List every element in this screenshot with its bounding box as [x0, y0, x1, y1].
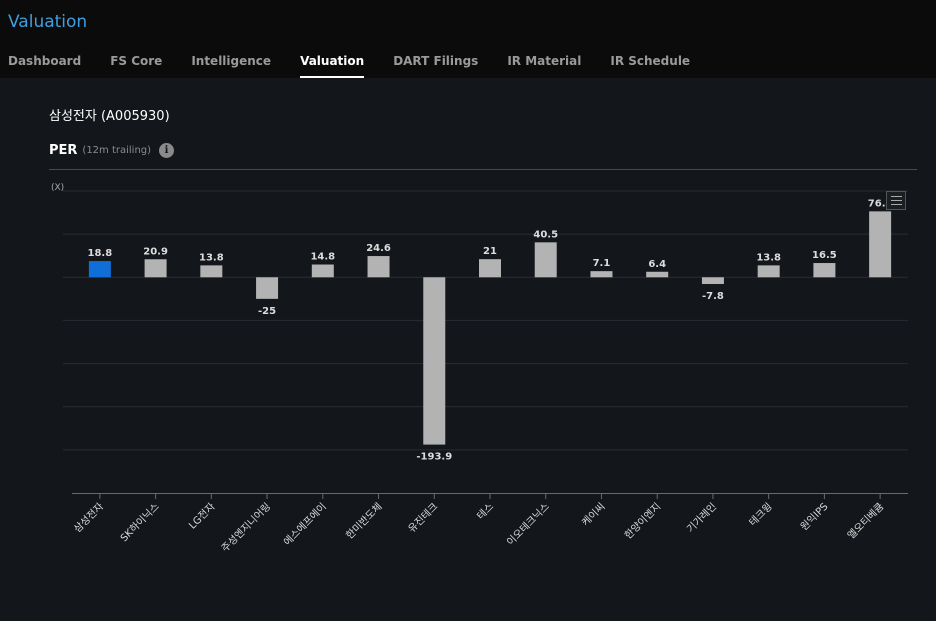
tab-valuation[interactable]: Valuation — [300, 54, 365, 78]
tab-dart-filings[interactable]: DART Filings — [393, 54, 479, 68]
data-label: 24.6 — [366, 243, 391, 254]
data-label: -193.9 — [416, 452, 452, 463]
bar — [200, 265, 223, 278]
x-tick-label: 기가레인 — [685, 501, 720, 536]
bar — [757, 265, 780, 278]
bar — [367, 256, 390, 278]
page-title: Valuation — [8, 12, 88, 32]
data-label: 14.8 — [310, 252, 335, 263]
x-tick-label: 원익IPS — [798, 501, 830, 533]
x-tick-label: 한양이엔지 — [622, 501, 663, 542]
bar — [311, 264, 334, 278]
bar — [88, 261, 111, 278]
info-icon[interactable]: i — [159, 143, 175, 158]
data-label: 76.4 — [868, 198, 893, 209]
y-unit-label: (X) — [51, 183, 64, 193]
metric-header: PER (12m trailing) i — [49, 143, 175, 158]
data-label: 16.5 — [812, 250, 837, 261]
bar — [534, 242, 557, 278]
data-label: 7.1 — [593, 258, 611, 269]
bar — [813, 263, 836, 278]
x-tick-label: 엘오티베큠 — [845, 500, 887, 542]
bar — [256, 277, 279, 299]
metric-name: PER — [49, 143, 78, 158]
chart-menu-icon[interactable] — [886, 191, 906, 210]
tab-dashboard[interactable]: Dashboard — [8, 54, 82, 68]
top-bar: Valuation Dashboard FS Core Intelligence… — [0, 0, 936, 78]
data-label: 18.8 — [88, 248, 113, 259]
x-tick-label: 케이씨 — [580, 501, 608, 529]
bar — [144, 259, 167, 278]
data-label: 20.9 — [143, 246, 168, 257]
tab-ir-schedule[interactable]: IR Schedule — [610, 54, 691, 68]
tab-intelligence[interactable]: Intelligence — [191, 54, 272, 68]
x-tick-label: 유진테크 — [406, 501, 441, 536]
tab-bar: Dashboard FS Core Intelligence Valuation… — [0, 54, 711, 78]
bar — [646, 271, 669, 278]
bar — [423, 277, 446, 445]
x-tick-label: LG전자 — [187, 501, 218, 532]
data-label: 6.4 — [648, 259, 666, 270]
bar — [869, 211, 892, 278]
bar — [479, 259, 501, 278]
x-tick-label: 이오테크닉스 — [504, 501, 552, 549]
company-name: 삼성전자 (A005930) — [49, 109, 170, 124]
x-tick-label: 에스에프에이 — [281, 501, 329, 549]
metric-divider — [49, 169, 917, 170]
bar — [590, 271, 613, 278]
x-tick-label: 한미반도체 — [344, 501, 385, 542]
data-label: -25 — [258, 306, 276, 317]
data-label: -7.8 — [702, 291, 724, 302]
data-label: 13.8 — [756, 252, 781, 263]
x-tick-label: SK하이닉스 — [117, 500, 161, 544]
metric-subtitle: (12m trailing) — [82, 145, 152, 156]
data-label: 40.5 — [533, 229, 558, 240]
tab-ir-material[interactable]: IR Material — [507, 54, 582, 68]
data-label: 13.8 — [199, 252, 224, 263]
tab-fs-core[interactable]: FS Core — [110, 54, 163, 68]
bar — [701, 277, 724, 285]
x-tick-label: 삼성전자 — [71, 501, 106, 536]
x-tick-label: 테크윙 — [747, 501, 775, 529]
x-tick-label: 주성엔지니어링 — [219, 501, 273, 555]
data-label: 21 — [483, 246, 497, 257]
x-tick-label: 테스 — [475, 501, 497, 523]
